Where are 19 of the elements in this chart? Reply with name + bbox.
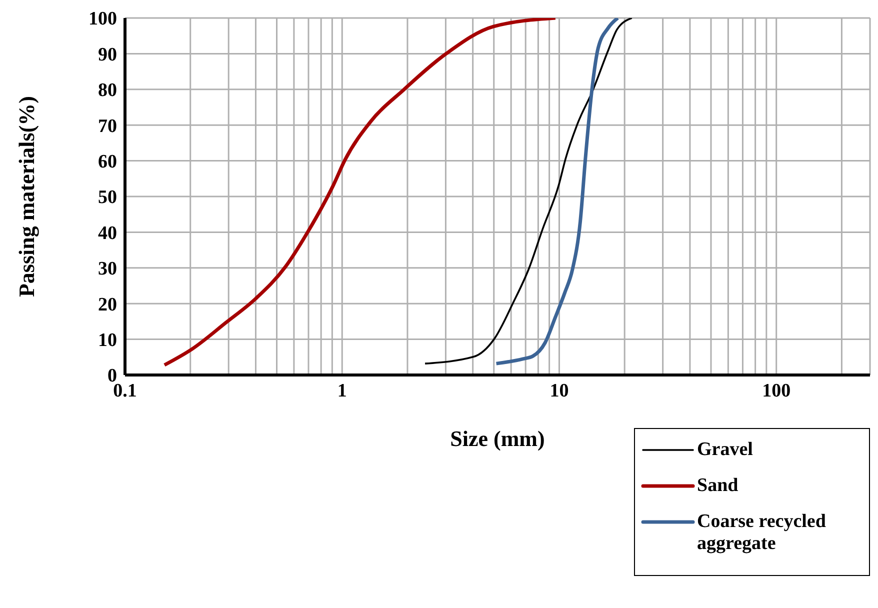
y-tick-label: 30 — [98, 258, 117, 280]
y-tick-label: 100 — [88, 8, 117, 30]
y-tick-label: 80 — [98, 80, 117, 102]
y-tick-label: 70 — [98, 116, 117, 137]
y-tick-label: 40 — [98, 222, 117, 244]
y-tick-label: 90 — [98, 44, 117, 66]
y-axis-title: Passing materials(%) — [14, 96, 39, 298]
x-tick-label: 10 — [550, 380, 569, 402]
x-tick-label: 1 — [337, 380, 347, 402]
legend-label: Coarse recycled aggregate — [697, 511, 827, 555]
y-tick-label: 60 — [98, 152, 117, 173]
x-tick-label: 0.1 — [113, 380, 137, 402]
x-axis-title: Size (mm) — [450, 426, 545, 451]
y-tick-label: 50 — [98, 187, 117, 208]
y-tick-label: 10 — [98, 330, 117, 352]
legend-label: Gravel — [697, 439, 753, 461]
y-tick-label: 20 — [98, 294, 117, 316]
x-tick-label: 100 — [762, 380, 791, 402]
legend-label: Sand — [697, 475, 738, 497]
